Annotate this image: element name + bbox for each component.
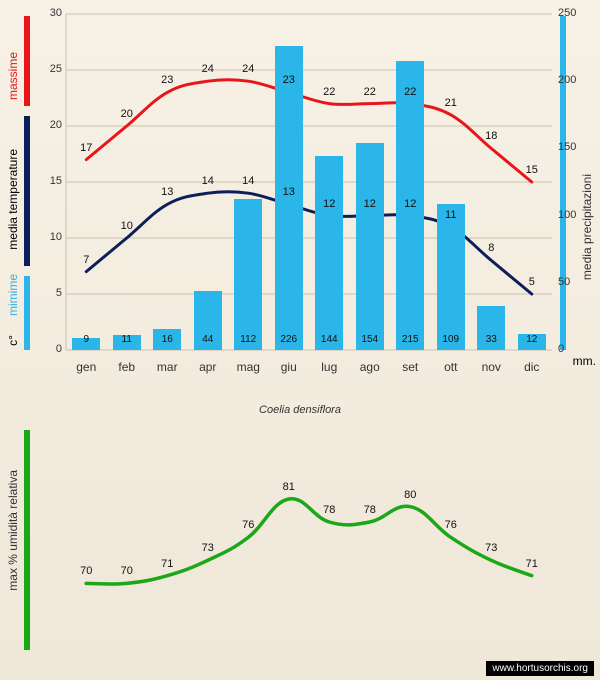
ytick-right: 100	[558, 209, 588, 221]
tmin-value: 12	[355, 198, 385, 210]
precip-bar	[234, 199, 262, 350]
month-label: mar	[149, 360, 185, 374]
precip-value: 33	[475, 334, 507, 345]
tmin-value: 14	[233, 175, 263, 187]
humidity-value: 78	[314, 504, 344, 516]
month-label: lug	[311, 360, 347, 374]
tmin-value: 10	[112, 220, 142, 232]
humidity-value: 70	[71, 565, 101, 577]
humidity-value: 80	[395, 489, 425, 501]
watermark: www.hortusorchis.org	[486, 661, 594, 676]
species-caption: Coelia densiflora	[0, 400, 600, 420]
month-label: feb	[109, 360, 145, 374]
humidity-value: 81	[274, 481, 304, 493]
month-label: set	[392, 360, 428, 374]
precip-value: 109	[435, 334, 467, 345]
bot-svg	[0, 420, 600, 680]
ytick-left: 0	[38, 343, 62, 355]
humidity-value: 73	[476, 542, 506, 554]
month-label: gen	[68, 360, 104, 374]
tmax-value: 22	[355, 86, 385, 98]
tmin-value: 12	[314, 198, 344, 210]
ytick-left: 30	[38, 7, 62, 19]
precip-value: 154	[354, 334, 386, 345]
ytick-left: 20	[38, 119, 62, 131]
humidity-value: 71	[517, 558, 547, 570]
tmax-value: 24	[193, 63, 223, 75]
precip-value: 144	[313, 334, 345, 345]
precip-value: 9	[70, 334, 102, 345]
humidity-value: 78	[355, 504, 385, 516]
chart-wrap: c° mimime media temperature massime medi…	[0, 0, 600, 680]
ytick-right: 250	[558, 7, 588, 19]
precip-value: 16	[151, 334, 183, 345]
precip-bar	[437, 204, 465, 350]
ytick-left: 25	[38, 63, 62, 75]
tmax-value: 18	[476, 130, 506, 142]
tmax-value: 21	[436, 97, 466, 109]
ytick-left: 10	[38, 231, 62, 243]
tmin-value: 11	[436, 209, 466, 221]
humidity-value: 71	[152, 558, 182, 570]
month-label: mag	[230, 360, 266, 374]
precip-bar	[356, 143, 384, 350]
humidity-value: 76	[436, 519, 466, 531]
ytick-right: 200	[558, 74, 588, 86]
precip-value: 215	[394, 334, 426, 345]
month-label: giu	[271, 360, 307, 374]
month-label: dic	[514, 360, 550, 374]
tmax-value: 17	[71, 142, 101, 154]
tmax-value: 22	[395, 86, 425, 98]
precip-bar	[315, 156, 343, 350]
tmin-value: 13	[152, 186, 182, 198]
tmin-value: 13	[274, 186, 304, 198]
tmax-value: 23	[274, 74, 304, 86]
humidity-chart: max % umidità relativa 70707173768178788…	[0, 420, 600, 680]
precip-value: 11	[111, 334, 143, 345]
precip-value: 112	[232, 334, 264, 345]
climate-chart: c° mimime media temperature massime medi…	[0, 0, 600, 400]
month-label: nov	[473, 360, 509, 374]
humidity-value: 76	[233, 519, 263, 531]
precip-value: 12	[516, 334, 548, 345]
month-label: ott	[433, 360, 469, 374]
tmin-value: 5	[517, 276, 547, 288]
tmax-value: 24	[233, 63, 263, 75]
tmin-value: 12	[395, 198, 425, 210]
ytick-right: 150	[558, 141, 588, 153]
humidity-value: 70	[112, 565, 142, 577]
tmax-value: 15	[517, 164, 547, 176]
tmin-value: 14	[193, 175, 223, 187]
month-label: ago	[352, 360, 388, 374]
ytick-right: 50	[558, 276, 588, 288]
month-label: apr	[190, 360, 226, 374]
ytick-right: 0	[558, 343, 588, 355]
tmax-value: 23	[152, 74, 182, 86]
tmax-value: 20	[112, 108, 142, 120]
tmin-value: 7	[71, 254, 101, 266]
humidity-value: 73	[193, 542, 223, 554]
ytick-left: 5	[38, 287, 62, 299]
tmax-value: 22	[314, 86, 344, 98]
precip-value: 226	[273, 334, 305, 345]
tmin-value: 8	[476, 242, 506, 254]
ytick-left: 15	[38, 175, 62, 187]
precip-value: 44	[192, 334, 224, 345]
